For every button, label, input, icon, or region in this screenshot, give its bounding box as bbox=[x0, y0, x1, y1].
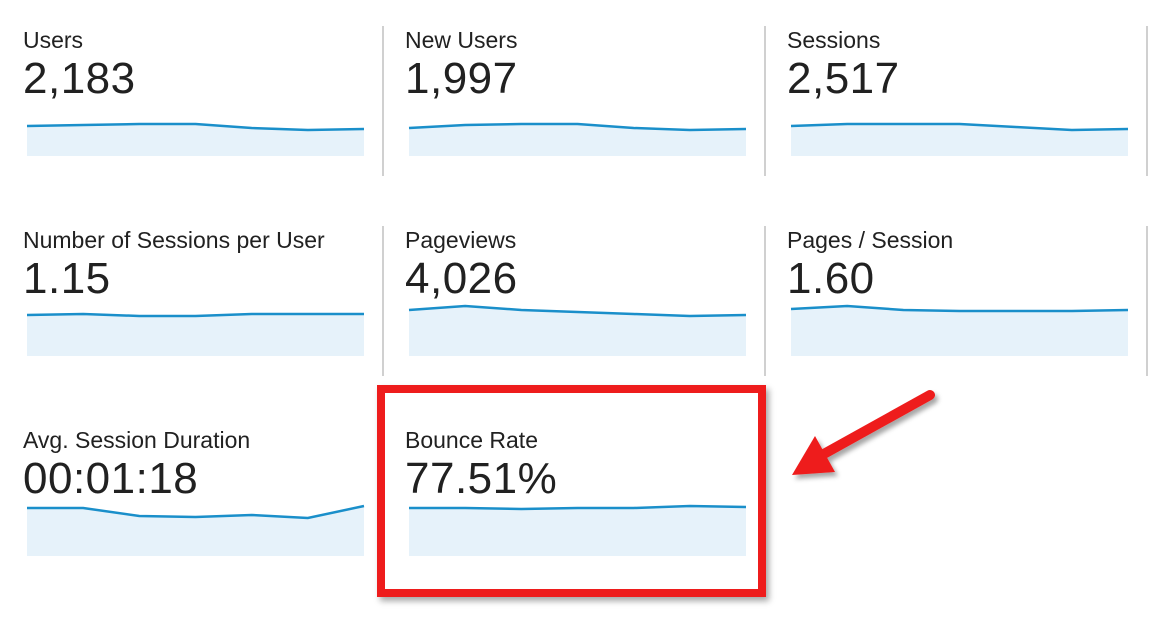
sparkline-line bbox=[27, 504, 365, 520]
sparkline-area bbox=[409, 124, 746, 156]
metric-label: Number of Sessions per User bbox=[23, 227, 325, 253]
column-divider bbox=[764, 26, 766, 176]
metric-value: 4,026 bbox=[405, 254, 518, 303]
sparkline-area bbox=[409, 306, 746, 356]
column-divider bbox=[382, 26, 384, 176]
sparkline-chart bbox=[26, 122, 365, 156]
metric-value: 1.15 bbox=[23, 254, 111, 303]
sparkline-chart bbox=[408, 304, 747, 356]
column-divider bbox=[764, 226, 766, 376]
sparkline-chart bbox=[27, 504, 365, 556]
sparkline-line bbox=[26, 312, 364, 318]
metric-card-users[interactable]: Users 2,183 bbox=[23, 26, 365, 176]
metric-value: 2,183 bbox=[23, 54, 136, 103]
sparkline-line bbox=[408, 304, 747, 318]
sparkline-area bbox=[27, 314, 364, 356]
sparkline-line bbox=[409, 504, 747, 511]
column-divider bbox=[1146, 226, 1148, 376]
metric-label: Pages / Session bbox=[787, 227, 954, 253]
metric-value: 1.60 bbox=[787, 254, 875, 303]
sparkline-area bbox=[791, 124, 1128, 156]
sparkline-chart bbox=[409, 504, 747, 556]
metric-value: 00:01:18 bbox=[23, 454, 199, 503]
metric-label: Sessions bbox=[787, 27, 881, 53]
metric-value: 77.51% bbox=[405, 454, 558, 503]
metric-card-sessions[interactable]: Sessions 2,517 bbox=[787, 26, 1129, 176]
metric-label: New Users bbox=[405, 27, 518, 53]
metric-card-sessions-per-user[interactable]: Number of Sessions per User 1.15 bbox=[23, 226, 364, 376]
metric-label: Pageviews bbox=[405, 227, 517, 253]
sparkline-area bbox=[791, 306, 1128, 356]
column-divider bbox=[382, 226, 384, 376]
sparkline-area bbox=[27, 124, 364, 156]
sparkline-line bbox=[790, 122, 1129, 132]
metric-label: Bounce Rate bbox=[405, 427, 538, 453]
metric-value: 1,997 bbox=[405, 54, 518, 103]
sparkline-chart bbox=[790, 304, 1129, 356]
highlight-box bbox=[377, 385, 766, 597]
metric-card-new-users[interactable]: New Users 1,997 bbox=[405, 26, 747, 176]
sparkline-chart bbox=[408, 122, 747, 156]
metric-card-pageviews[interactable]: Pageviews 4,026 bbox=[405, 226, 747, 376]
metric-value: 2,517 bbox=[787, 54, 900, 103]
column-divider bbox=[1146, 26, 1148, 176]
sparkline-line bbox=[790, 304, 1129, 313]
sparkline-chart bbox=[790, 122, 1129, 156]
sparkline-area bbox=[409, 506, 746, 556]
sparkline-area bbox=[27, 506, 364, 556]
sparkline-line bbox=[26, 122, 365, 132]
metric-card-pages-per-session[interactable]: Pages / Session 1.60 bbox=[787, 226, 1129, 376]
metric-card-bounce-rate[interactable]: Bounce Rate 77.51% bbox=[405, 426, 747, 576]
sparkline-chart bbox=[26, 312, 364, 356]
metric-card-avg-session-duration[interactable]: Avg. Session Duration 00:01:18 bbox=[23, 426, 365, 576]
metric-label: Users bbox=[23, 27, 84, 53]
arrow-annotation-icon bbox=[792, 390, 935, 475]
sparkline-line bbox=[408, 122, 747, 132]
metric-label: Avg. Session Duration bbox=[23, 427, 251, 453]
